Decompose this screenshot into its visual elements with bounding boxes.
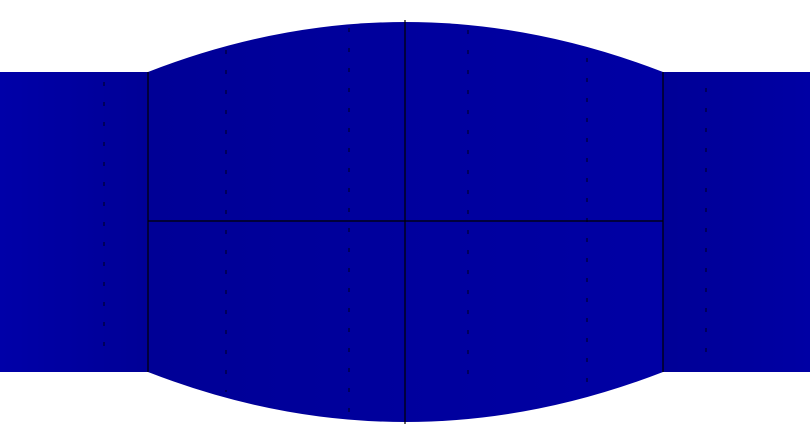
right-block	[663, 72, 810, 372]
mesh-edges	[147, 20, 664, 424]
left-block	[0, 72, 148, 372]
